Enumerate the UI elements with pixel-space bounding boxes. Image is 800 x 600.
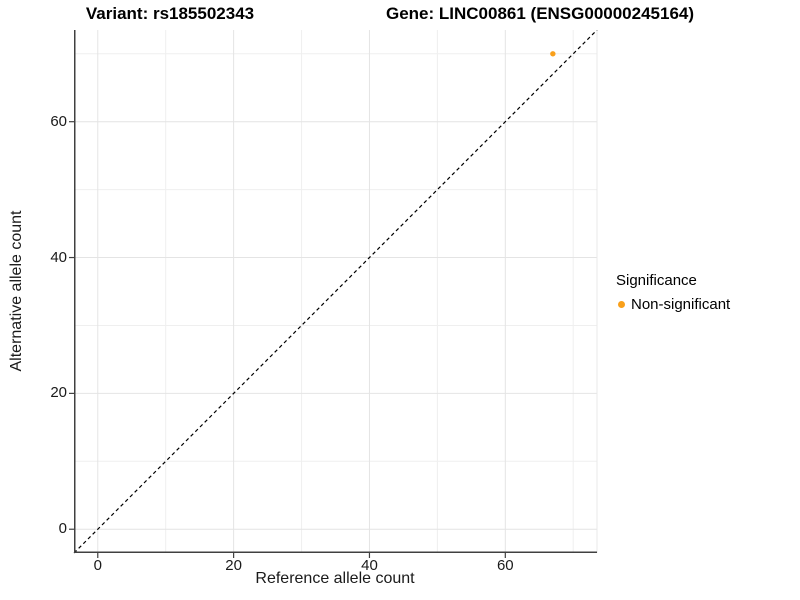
y-tick-label: 0 <box>58 520 67 538</box>
y-tick-label: 40 <box>50 248 67 266</box>
identity-line <box>73 30 598 554</box>
variant-title: Variant: rs185502343 <box>85 4 255 23</box>
x-tick-label: 40 <box>361 557 378 574</box>
legend-title: Significance <box>616 272 697 289</box>
y-tick-label: 20 <box>50 384 67 402</box>
legend: Significance Non-significant <box>616 272 730 313</box>
y-tick-label: 60 <box>50 112 67 130</box>
x-axis-label: Reference allele count <box>255 570 415 587</box>
legend-item-label: Non-significant <box>631 296 731 313</box>
legend-dot-icon <box>618 301 625 308</box>
x-tick-label: 60 <box>496 557 514 574</box>
x-tick-label: 20 <box>225 557 242 574</box>
gene-title: Gene: LINC00861 (ENSG00000245164) <box>385 4 695 23</box>
data-point <box>550 51 556 57</box>
plot-panel <box>69 30 598 558</box>
legend-item: Non-significant <box>616 296 730 313</box>
x-tick-label: 0 <box>93 557 102 574</box>
y-axis-label: Alternative allele count <box>8 210 25 372</box>
